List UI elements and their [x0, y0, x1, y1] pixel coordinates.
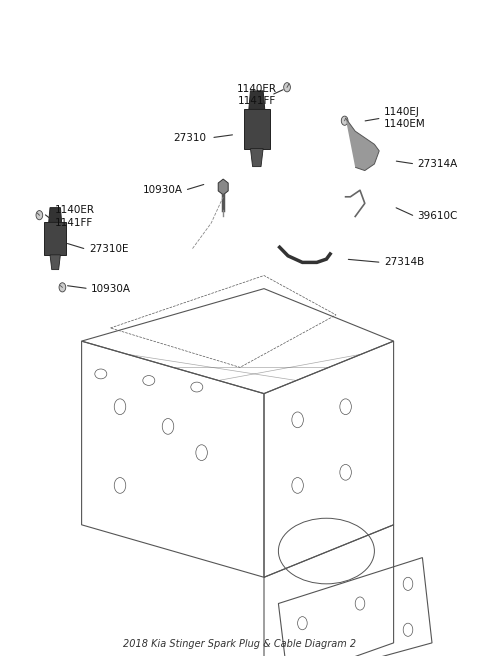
Text: 2018 Kia Stinger Spark Plug & Cable Diagram 2: 2018 Kia Stinger Spark Plug & Cable Diag…: [123, 640, 357, 649]
Polygon shape: [49, 207, 61, 222]
Polygon shape: [218, 179, 228, 195]
Text: 1140EJ
1140EM: 1140EJ 1140EM: [384, 107, 426, 129]
Polygon shape: [249, 91, 264, 109]
Polygon shape: [244, 109, 270, 148]
Polygon shape: [251, 148, 263, 167]
Polygon shape: [346, 118, 379, 171]
Text: 10930A: 10930A: [91, 283, 131, 294]
Circle shape: [341, 116, 348, 125]
Polygon shape: [44, 222, 66, 255]
Text: 1140ER
1141FF: 1140ER 1141FF: [237, 84, 277, 106]
Text: 27314B: 27314B: [384, 257, 424, 268]
Text: 27310: 27310: [173, 133, 206, 143]
Text: 1140ER
1141FF: 1140ER 1141FF: [55, 205, 95, 228]
Circle shape: [59, 283, 66, 292]
Text: 27310E: 27310E: [89, 244, 128, 255]
Polygon shape: [50, 255, 60, 270]
Circle shape: [284, 83, 290, 92]
Text: 10930A: 10930A: [143, 185, 182, 195]
Circle shape: [36, 211, 43, 220]
Text: 39610C: 39610C: [418, 211, 458, 222]
Text: 27314A: 27314A: [418, 159, 458, 169]
